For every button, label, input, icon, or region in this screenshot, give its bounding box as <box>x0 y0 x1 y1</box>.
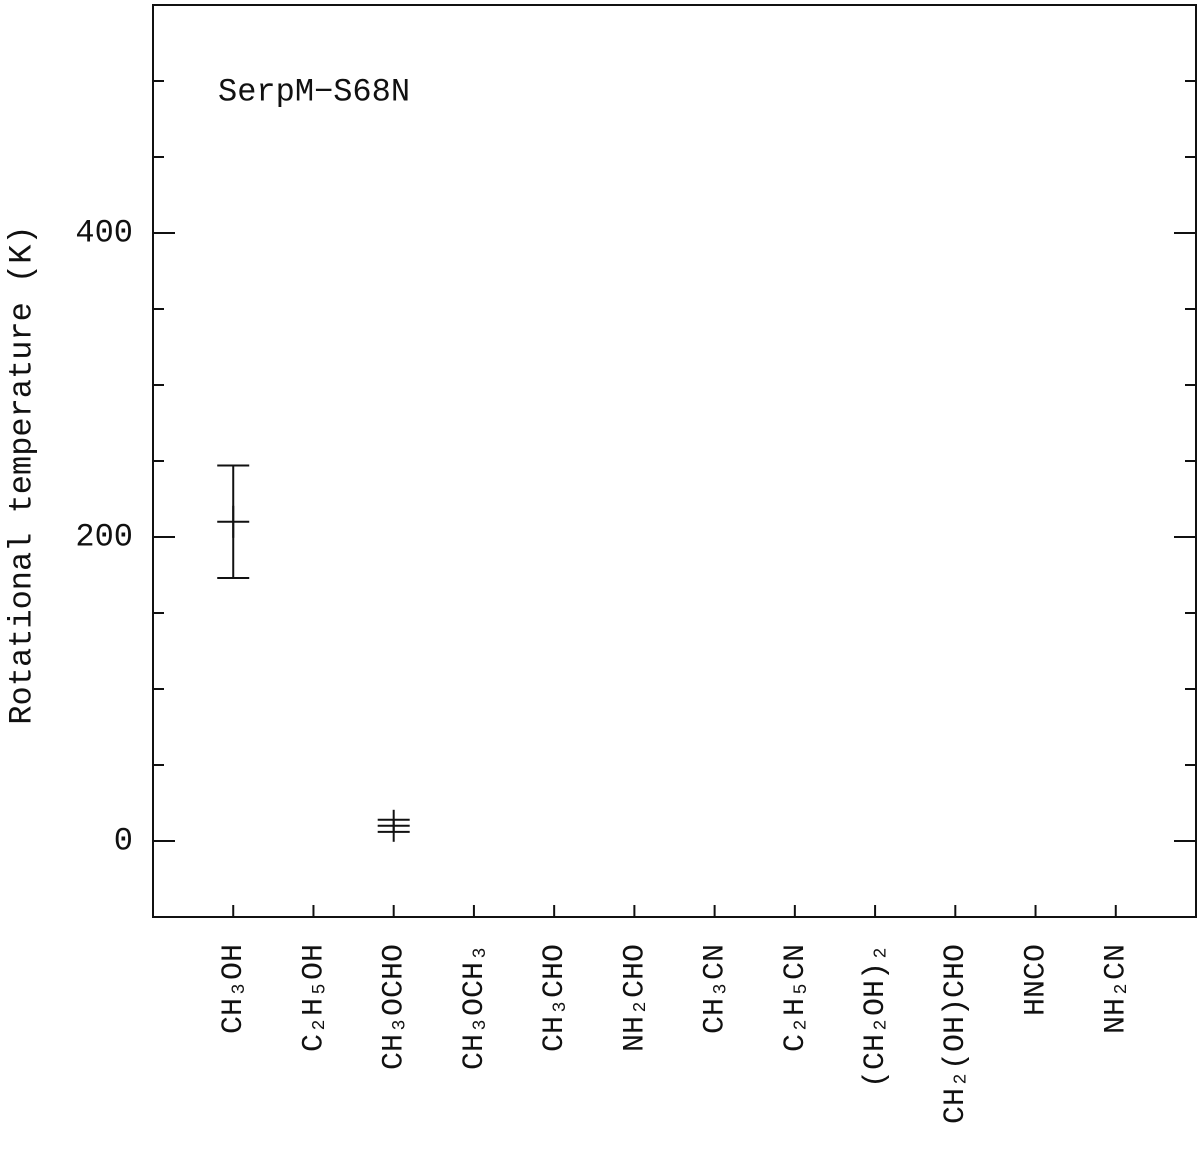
annotation: SerpM−S68N <box>218 73 410 110</box>
x-tick-label: CH₃OCH₃ <box>458 944 492 1070</box>
error-bar-point <box>217 464 250 580</box>
x-tick-label: CH₂(OH)CHO <box>939 944 973 1124</box>
x-tick-label: CH₃CN <box>699 944 733 1034</box>
x-tick-label: HNCO <box>1019 944 1053 1016</box>
x-tick-label: C₂H₅OH <box>297 944 331 1052</box>
y-tick-label: 200 <box>75 518 133 555</box>
x-tick-label: CH₃OH <box>217 944 251 1034</box>
plot-frame <box>152 4 1197 918</box>
error-bar-point <box>377 809 410 842</box>
x-tick-label: (CH₂OH)₂ <box>859 944 893 1088</box>
y-axis-label: Rotational temperature (K) <box>3 225 40 724</box>
y-tick-label: 0 <box>114 822 133 859</box>
y-tick-label: 400 <box>75 214 133 251</box>
x-tick-label: C₂H₅CN <box>779 944 813 1052</box>
x-tick-label: CH₃OCHO <box>378 944 412 1070</box>
x-tick-label: NH₂CN <box>1100 944 1134 1034</box>
x-tick-label: CH₃CHO <box>538 944 572 1052</box>
x-tick-label: NH₂CHO <box>618 944 652 1052</box>
